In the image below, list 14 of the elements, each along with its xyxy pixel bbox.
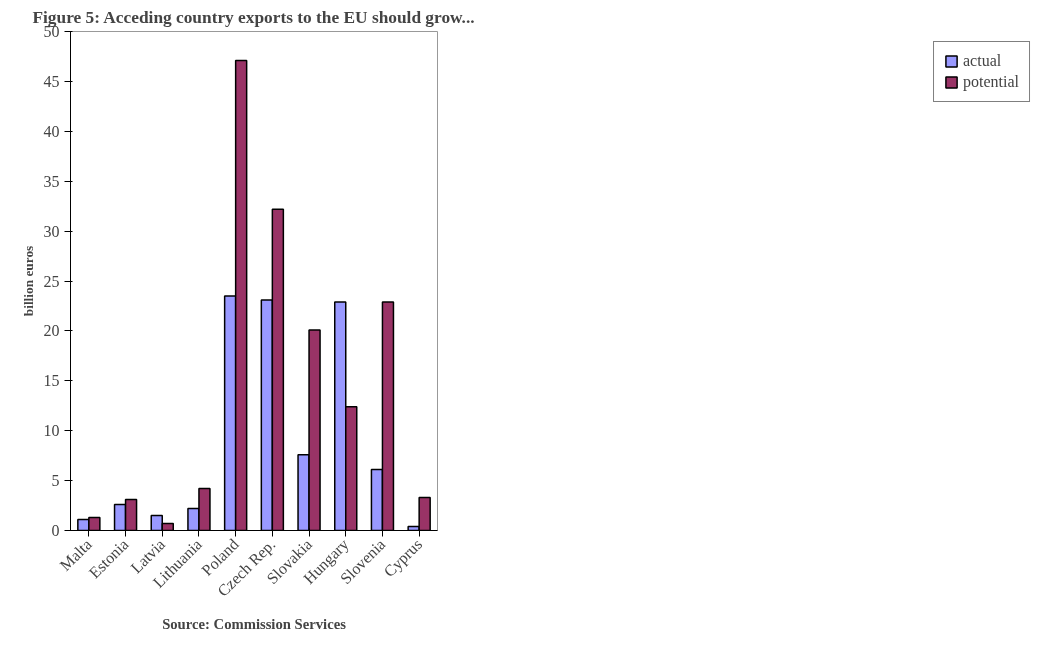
y-tick-label: 5: [51, 472, 60, 490]
y-tick-label: 45: [43, 72, 60, 90]
y-tick-label: 15: [43, 372, 60, 390]
y-tick-label: 20: [43, 322, 60, 340]
legend-label: potential: [963, 73, 1019, 91]
source-note: Source: Commission Services: [162, 615, 347, 632]
y-tick-label: 30: [43, 222, 60, 240]
legend-label: actual: [963, 52, 1002, 70]
y-tick-label: 25: [43, 272, 60, 290]
y-tick-label: 10: [43, 422, 60, 440]
y-tick-label: 35: [43, 172, 60, 190]
y-axis-title: billion euros: [20, 245, 36, 317]
y-tick-label: 40: [43, 122, 60, 140]
y-tick-label: 0: [51, 522, 60, 539]
